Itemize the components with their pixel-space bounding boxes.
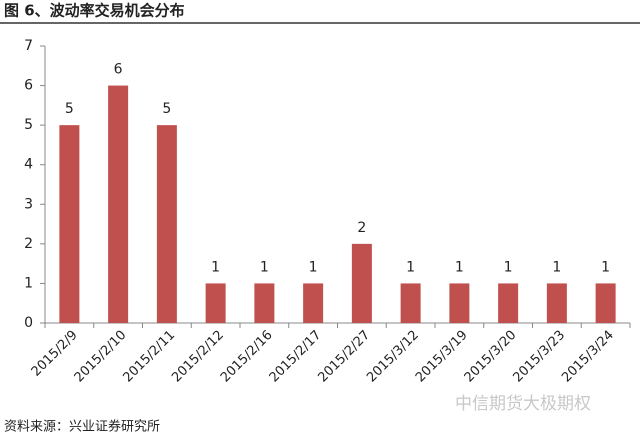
data-label: 5: [65, 101, 74, 117]
y-tick-label: 4: [24, 157, 33, 173]
x-tick-label: 2015/2/9: [29, 328, 81, 380]
bar: [205, 283, 226, 323]
data-label: 1: [601, 259, 610, 275]
data-label: 1: [552, 259, 561, 275]
y-tick-label: 7: [24, 38, 33, 54]
y-tick-label: 5: [24, 117, 33, 133]
x-tick-label: 2015/2/12: [169, 328, 227, 386]
x-tick-label: 2015/3/23: [510, 328, 568, 386]
y-tick-label: 1: [24, 275, 33, 291]
bar: [498, 283, 519, 323]
bar: [254, 283, 275, 323]
bar: [449, 283, 470, 323]
data-label: 1: [211, 259, 220, 275]
x-tick-label: 2015/2/10: [72, 328, 130, 386]
y-tick-label: 6: [24, 78, 33, 94]
bar: [303, 283, 324, 323]
x-tick-label: 2015/2/17: [267, 328, 325, 386]
source: 资料来源：兴业证券研究所: [4, 419, 160, 435]
data-label: 1: [309, 259, 318, 275]
y-tick-label: 3: [24, 196, 33, 212]
bar: [108, 85, 129, 323]
data-label: 6: [114, 62, 123, 78]
x-tick-label: 2015/2/16: [218, 328, 276, 386]
data-label: 1: [504, 259, 513, 275]
bar: [400, 283, 421, 323]
x-tick-label: 2015/2/11: [120, 328, 178, 386]
bar: [351, 243, 372, 323]
x-tick-label: 2015/3/19: [413, 328, 471, 386]
x-tick-label: 2015/3/12: [364, 328, 422, 386]
bar: [156, 125, 177, 324]
bar: [595, 283, 616, 323]
data-label: 2: [357, 220, 366, 236]
bar: [546, 283, 567, 323]
x-tick-label: 2015/3/20: [462, 328, 520, 386]
watermark: 中信期货大极期权: [455, 394, 591, 414]
x-tick-label: 2015/2/27: [315, 328, 373, 386]
y-tick-label: 0: [24, 315, 33, 331]
bar: [59, 125, 80, 324]
data-label: 1: [455, 259, 464, 275]
data-label: 1: [406, 259, 415, 275]
data-label: 1: [260, 259, 269, 275]
chart-title: 图 6、波动率交易机会分布: [4, 2, 185, 20]
x-tick-label: 2015/3/24: [559, 328, 617, 386]
y-tick-label: 2: [24, 236, 33, 252]
data-label: 5: [162, 101, 171, 117]
